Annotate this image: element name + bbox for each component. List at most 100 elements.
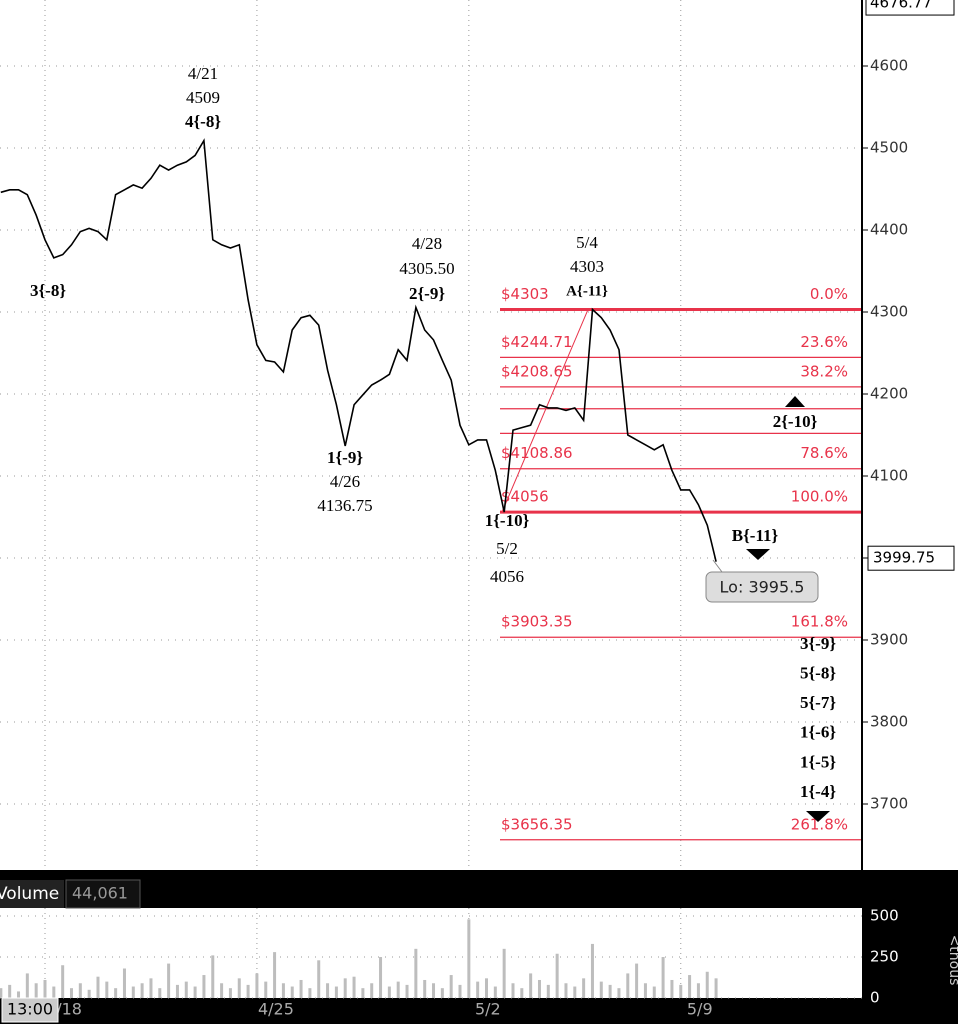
volume-bar [590,943,594,998]
volume-bar [158,988,162,998]
annotation: 4305.50 [399,259,454,278]
volume-bar [688,975,692,998]
volume-bar [705,971,709,998]
annotation: 1{-5} [800,752,836,771]
annotation: 4509 [186,88,220,107]
volume-bar [149,978,153,998]
x-axis-bg [0,998,958,1024]
y-tick-label: 3900 [870,630,908,648]
annotation: 4056 [490,567,524,586]
volume-bar [175,984,179,998]
volume-bar [476,981,480,998]
volume-bar [290,986,294,998]
volume-bar [25,973,29,998]
volume-bar [511,983,515,998]
volume-bar [17,991,21,998]
volume-bar [343,978,347,998]
y-tick-label: 4100 [870,466,908,484]
marker-up [785,396,805,407]
volume-bar [493,986,497,998]
volume-bar [334,986,338,998]
volume-bar [679,984,683,998]
volume-bar [564,983,568,998]
volume-bar [546,984,550,998]
volume-bar [555,953,559,998]
fib-percent: 23.6% [800,333,848,351]
volume-bar [52,986,56,998]
annotation: 5{-8} [800,664,836,683]
top-value-bg [865,0,955,16]
volume-bar [308,988,312,998]
fib-trend [501,309,589,513]
volume-bar [96,976,100,998]
y-tick-label: 3800 [870,712,908,730]
annotation: 1{-4} [800,782,836,801]
volume-bar [69,988,73,998]
volume-bar [670,979,674,998]
fib-percent: 261.8% [791,815,848,833]
fib-price: $3656.35 [501,815,573,833]
volume-bar [643,983,647,998]
fib-percent: 78.6% [800,444,848,462]
volume-bar [131,986,135,998]
volume-bar [8,984,12,998]
volume-bar [228,988,232,998]
annotation: 2{-10} [773,412,818,431]
fib-price: $4244.71 [501,333,573,351]
annotation: 3{-9} [800,634,836,653]
volume-bar [485,978,488,998]
volume-bar [379,957,383,998]
volume-bar [520,988,524,998]
last-value-bg [867,545,955,571]
volume-bar [237,978,241,998]
annotation: 4{-8} [185,112,221,131]
volume-bar [167,963,171,998]
y-tick-label: 4500 [870,139,908,157]
volume-bar [211,955,215,998]
volume-bar [87,989,91,998]
volume-bar [414,948,418,998]
fib-percent: 161.8% [791,613,848,631]
annotation: A{-11} [566,283,608,299]
volume-bar [696,983,700,998]
marker-down [746,549,770,560]
volume-bar [387,986,391,998]
volume-bar [299,979,303,998]
volume-bar [361,988,365,998]
annotation: 4303 [570,257,604,276]
annotation: 1{-10} [485,511,530,530]
price-line [0,138,717,562]
volume-value-bg [65,879,141,909]
y-tick-label: 4300 [870,303,908,321]
volume-bar [193,986,197,998]
volume-bar [255,973,259,998]
annotation: 4/21 [188,64,218,83]
volume-bar [608,984,612,998]
volume-bar [184,981,188,998]
volume-bar [626,973,630,998]
fib-price: $4108.86 [501,444,573,462]
fib-price: $3903.35 [501,613,573,631]
volume-bar [432,983,436,998]
annotation: B{-11} [732,526,779,545]
y-tick-label: 4200 [870,385,908,403]
volume-bar [423,979,427,998]
annotation: 3{-8} [30,281,66,300]
volume-bar [582,978,586,998]
last-value: 3999.75 [873,549,935,567]
volume-tick-label: 500 [870,907,899,925]
volume-bar [405,984,409,998]
pane-separator [0,870,958,908]
volume-bar [599,981,603,998]
volume-bar [0,988,3,998]
volume-tick-label: 0 [870,989,880,1007]
annotation: 4/26 [330,472,360,491]
x-tick-label: 4/25 [258,1000,294,1019]
volume-value: 44,061 [72,884,128,903]
volume-bar [652,986,656,998]
volume-bar [661,957,665,998]
volume-bar [352,976,356,998]
volume-bar [114,988,118,998]
x-tick-label: 5/2 [475,1000,501,1019]
